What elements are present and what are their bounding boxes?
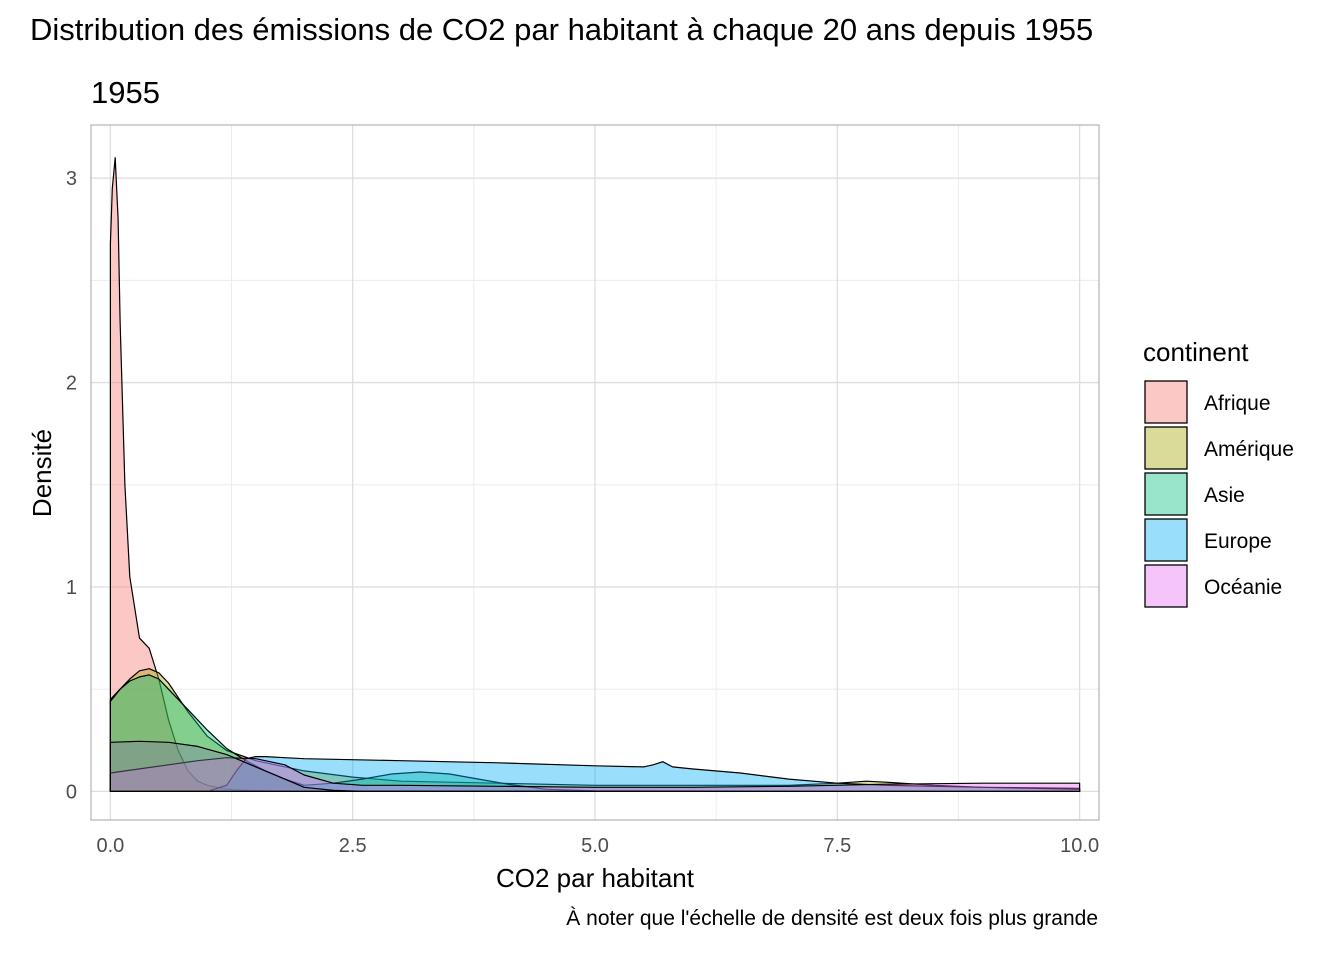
legend-key — [1144, 472, 1188, 516]
y-tick-label: 1 — [66, 577, 77, 599]
legend-title: continent — [1143, 337, 1249, 367]
chart-caption: À noter que l'échelle de densité est deu… — [566, 907, 1098, 930]
legend-key-bg — [1145, 427, 1187, 469]
legend-key — [1144, 380, 1188, 424]
legend-key-bg — [1145, 565, 1187, 607]
chart-subtitle: 1955 — [91, 75, 160, 110]
y-tick-label: 2 — [66, 373, 77, 395]
legend: continent Afrique Amérique Asie Europe Océan… — [1143, 337, 1294, 608]
legend-items: Afrique Amérique Asie Europe Océanie — [1144, 380, 1294, 608]
x-axis-label: CO2 par habitant — [496, 863, 695, 893]
y-axis-ticks: 0 1 2 3 — [66, 168, 77, 803]
y-tick-label: 0 — [66, 781, 77, 803]
density-area-extra — [109, 740, 596, 792]
chart-title: Distribution des émissions de CO2 par ha… — [30, 12, 1093, 47]
x-axis-ticks: 0.0 2.5 5.0 7.5 10.0 — [96, 835, 1099, 857]
legend-label: Europe — [1204, 530, 1272, 553]
legend-label: Amérique — [1204, 438, 1294, 461]
legend-label: Afrique — [1204, 392, 1271, 415]
x-tick-label: 2.5 — [339, 835, 367, 857]
plot-panel — [90, 124, 1100, 821]
panel-border — [90, 124, 1100, 821]
legend-key-bg — [1145, 473, 1187, 515]
density-area-europe — [109, 756, 1081, 792]
y-axis-label: Densité — [27, 429, 57, 517]
legend-key — [1144, 426, 1188, 470]
legend-key-bg — [1145, 381, 1187, 423]
legend-key — [1144, 564, 1188, 608]
legend-key-bg — [1145, 519, 1187, 561]
x-tick-label: 5.0 — [581, 835, 609, 857]
x-tick-label: 0.0 — [96, 835, 124, 857]
legend-key — [1144, 518, 1188, 562]
x-tick-label: 10.0 — [1060, 835, 1099, 857]
density-area-oceanie — [109, 757, 1081, 792]
legend-label: Asie — [1204, 484, 1245, 507]
x-tick-label: 7.5 — [823, 835, 851, 857]
density-areas — [109, 157, 1081, 792]
y-tick-label: 3 — [66, 168, 77, 190]
legend-label: Océanie — [1204, 576, 1282, 599]
